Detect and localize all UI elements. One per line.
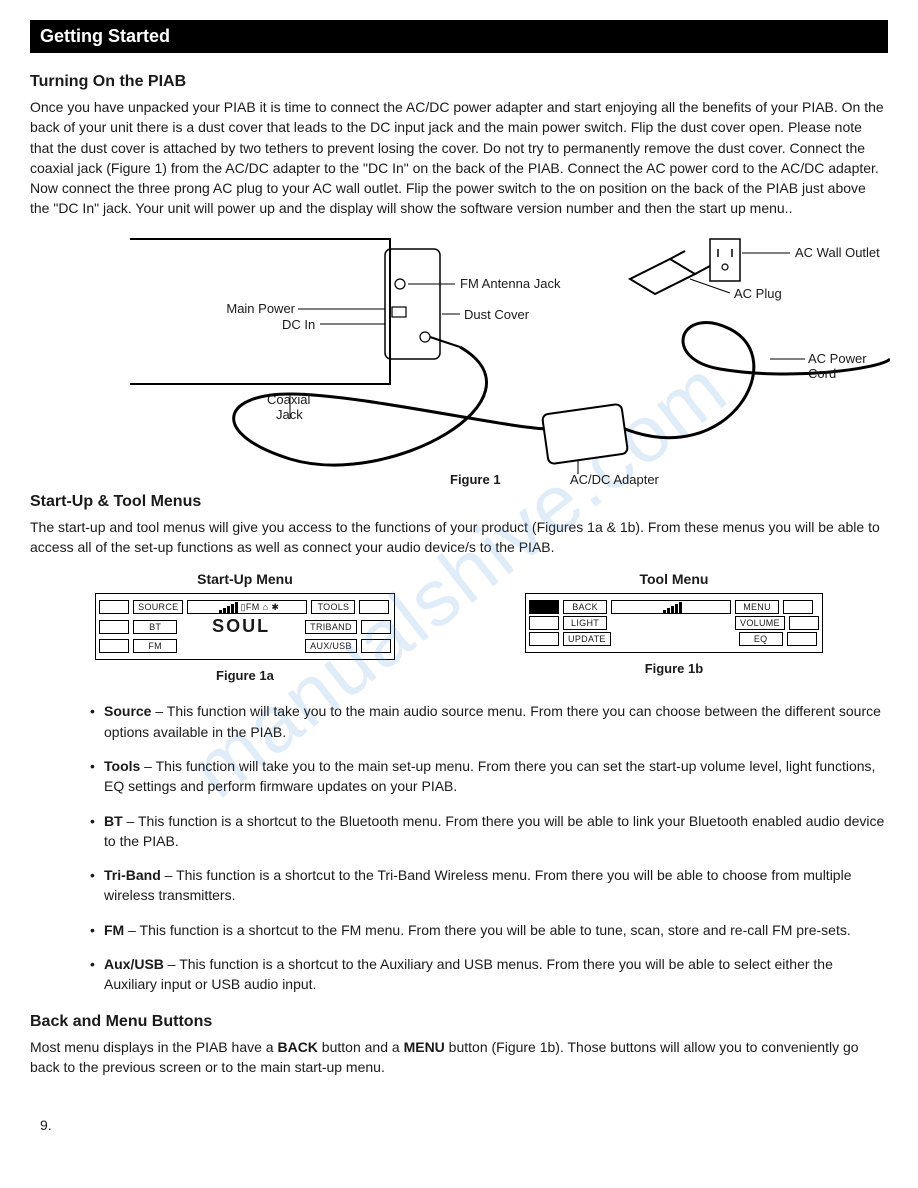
tool-menu-block: Tool Menu BACK MENU LIGHT VOLUME UPDA (525, 571, 823, 683)
list-item: FM – This function is a shortcut to the … (90, 920, 888, 940)
label-coaxial-2: Jack (276, 407, 303, 422)
btn-slot (359, 600, 389, 614)
label-coaxial-1: Coaxial (267, 392, 310, 407)
btn-slot (99, 639, 129, 653)
list-item: Aux/USB – This function is a shortcut to… (90, 954, 888, 995)
turning-on-heading: Turning On the PIAB (30, 73, 888, 91)
startup-screen-top: ▯FM ⌂ ✱ (187, 600, 307, 614)
startup-logo: SOUL (181, 616, 301, 637)
section-header: Getting Started (30, 20, 888, 53)
turning-on-body: Once you have unpacked your PIAB it is t… (30, 97, 888, 219)
startup-menu-panel: SOURCE ▯FM ⌂ ✱ TOOLS BT SOUL TRIBAND FM (95, 593, 395, 660)
btn-source: SOURCE (133, 600, 183, 614)
figure-1-diagram: AC Wall Outlet AC Plug AC Power Cord FM … (30, 229, 888, 489)
btn-slot (529, 616, 559, 630)
startup-menus-body: The start-up and tool menus will give yo… (30, 517, 888, 558)
btn-slot (529, 632, 559, 646)
label-dust-cover: Dust Cover (464, 307, 529, 322)
btn-slot (789, 616, 819, 630)
list-item: Tri-Band – This function is a shortcut t… (90, 865, 888, 906)
startup-menus-heading: Start-Up & Tool Menus (30, 493, 888, 511)
label-dc-in: DC In (282, 317, 315, 332)
label-fm-antenna-jack: FM Antenna Jack (460, 276, 560, 291)
figure-1a-caption: Figure 1a (95, 668, 395, 683)
btn-slot (99, 620, 129, 634)
btn-back: BACK (563, 600, 607, 614)
tool-screen-top (611, 600, 731, 614)
tool-menu-title: Tool Menu (525, 571, 823, 587)
startup-menu-block: Start-Up Menu SOURCE ▯FM ⌂ ✱ TOOLS BT SO… (95, 571, 395, 683)
btn-menu: MENU (735, 600, 779, 614)
menus-row: Start-Up Menu SOURCE ▯FM ⌂ ✱ TOOLS BT SO… (30, 571, 888, 683)
label-ac-plug: AC Plug (734, 286, 782, 301)
functions-list: Source – This function will take you to … (90, 701, 888, 994)
btn-triband: TRIBAND (305, 620, 357, 634)
list-item: Source – This function will take you to … (90, 701, 888, 742)
page-number: 9. (40, 1117, 52, 1133)
back-menu-heading: Back and Menu Buttons (30, 1013, 888, 1031)
figure-1-svg (30, 229, 890, 489)
btn-tools: TOOLS (311, 600, 355, 614)
btn-slot (529, 600, 559, 614)
btn-slot (783, 600, 813, 614)
btn-slot (787, 632, 817, 646)
label-ac-wall-outlet: AC Wall Outlet (795, 245, 880, 260)
btn-slot (99, 600, 129, 614)
btn-slot (361, 620, 391, 634)
btn-eq: EQ (739, 632, 783, 646)
btn-volume: VOLUME (735, 616, 785, 630)
label-acdc-adapter: AC/DC Adapter (570, 472, 659, 487)
tool-menu-panel: BACK MENU LIGHT VOLUME UPDATE EQ (525, 593, 823, 653)
list-item: BT – This function is a shortcut to the … (90, 811, 888, 852)
btn-bt: BT (133, 620, 177, 634)
btn-fm: FM (133, 639, 177, 653)
back-menu-body: Most menu displays in the PIAB have a BA… (30, 1037, 888, 1078)
figure-1-caption: Figure 1 (450, 472, 501, 487)
btn-update: UPDATE (563, 632, 611, 646)
btn-light: LIGHT (563, 616, 607, 630)
label-main-power: Main Power (225, 301, 295, 316)
figure-1b-caption: Figure 1b (525, 661, 823, 676)
list-item: Tools – This function will take you to t… (90, 756, 888, 797)
label-ac-power-cord: AC Power Cord (808, 351, 888, 381)
startup-menu-title: Start-Up Menu (95, 571, 395, 587)
btn-slot (361, 639, 391, 653)
btn-auxusb: AUX/USB (305, 639, 357, 653)
